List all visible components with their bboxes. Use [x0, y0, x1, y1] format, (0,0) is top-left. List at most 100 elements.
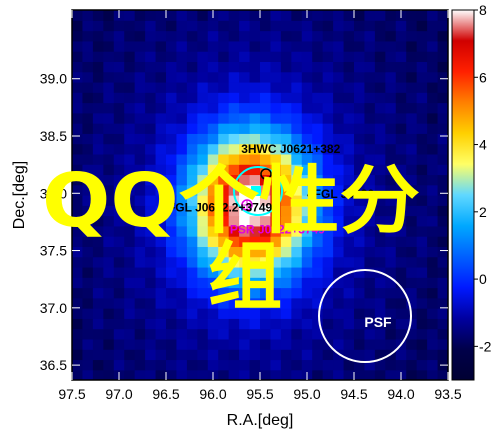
heatmap-cell: [333, 266, 345, 278]
heatmap-cell: [186, 51, 198, 62]
x-tick-label: 95.0: [293, 386, 320, 402]
heatmap-cell: [364, 236, 376, 247]
heatmap-cell: [364, 51, 376, 62]
heatmap-cell: [343, 318, 355, 330]
heatmap-cell: [92, 81, 104, 93]
heatmap-cell: [218, 20, 230, 32]
heatmap-cell: [197, 318, 209, 330]
heatmap-cell: [354, 20, 366, 32]
heatmap-cell: [218, 266, 230, 278]
heatmap-cell: [155, 143, 167, 155]
heatmap-cell: [354, 369, 366, 380]
heatmap-cell: [374, 123, 386, 134]
heatmap-cell: [186, 328, 198, 340]
heatmap-cell: [134, 225, 146, 237]
heatmap-cell: [312, 153, 324, 165]
heatmap-cell: [145, 338, 157, 350]
heatmap-cell: [92, 215, 104, 227]
heatmap-cell: [374, 318, 386, 330]
heatmap-cell: [207, 277, 219, 289]
heatmap-cell: [437, 215, 448, 227]
heatmap-cell: [72, 277, 84, 289]
heatmap-cell: [249, 369, 261, 380]
heatmap-cell: [291, 215, 303, 227]
heatmap-cell: [124, 359, 136, 371]
heatmap-cell: [166, 318, 178, 330]
heatmap-cell: [427, 20, 439, 32]
heatmap-cell: [92, 328, 104, 340]
colorbar: -2 0 2 4 6 8: [451, 2, 492, 381]
heatmap-cell: [249, 359, 261, 371]
heatmap-cell: [312, 143, 324, 155]
heatmap-cell: [301, 205, 313, 217]
heatmap-cell: [322, 61, 334, 73]
heatmap-cell: [155, 184, 167, 196]
heatmap-cell: [124, 164, 136, 176]
colorbar-tick-label: 8: [479, 2, 487, 18]
heatmap-cell: [374, 164, 386, 176]
heatmap-cell: [197, 195, 209, 206]
heatmap-cell: [343, 225, 355, 237]
heatmap-cell: [145, 20, 157, 32]
heatmap-cell: [260, 51, 272, 62]
heatmap-cell: [291, 225, 303, 237]
heatmap-cell: [103, 246, 115, 258]
heatmap-cell: [218, 225, 230, 237]
heatmap-cell: [176, 71, 188, 83]
heatmap-cell: [134, 328, 146, 340]
heatmap-cell: [427, 61, 439, 73]
heatmap-cell: [280, 236, 292, 247]
heatmap-cell: [72, 133, 84, 145]
annotation-labels: 3HWC J0621+382 4FGL J0620. 4FGL J0622.2+37…: [161, 142, 377, 236]
heatmap-cell: [207, 133, 219, 145]
heatmap-cell: [364, 40, 376, 52]
heatmap-cell: [103, 338, 115, 350]
heatmap-cell: [239, 297, 251, 309]
heatmap-cell: [92, 143, 104, 155]
heatmap-cell: [427, 318, 439, 330]
heatmap-cell: [124, 256, 136, 268]
heatmap-cell: [291, 81, 303, 93]
heatmap-cell: [354, 246, 366, 258]
heatmap-cell: [134, 256, 146, 268]
heatmap-cell: [92, 297, 104, 309]
heatmap-cell: [312, 123, 324, 134]
heatmap-cell: [249, 349, 261, 361]
heatmap-cell: [291, 266, 303, 278]
heatmap-cell: [322, 153, 334, 165]
heatmap-cell: [333, 71, 345, 83]
heatmap-cell: [197, 133, 209, 145]
heatmap-cell: [134, 205, 146, 217]
heatmap-cell: [416, 51, 428, 62]
heatmap-cell: [72, 123, 84, 134]
heatmap-cell: [82, 112, 94, 124]
heatmap-cell: [416, 92, 428, 104]
heatmap-cell: [72, 256, 84, 268]
heatmap-cell: [103, 10, 115, 21]
heatmap-cell: [103, 215, 115, 227]
heatmap-cell: [218, 287, 230, 299]
heatmap-cell: [124, 102, 136, 114]
heatmap-cell: [427, 92, 439, 104]
colorbar-tick-label: 6: [479, 69, 487, 85]
heatmap-cell: [207, 215, 219, 227]
heatmap-cell: [239, 112, 251, 124]
heatmap-cell: [291, 164, 303, 176]
heatmap-cell: [374, 51, 386, 62]
heatmap-cell: [186, 30, 198, 42]
heatmap-cell: [82, 236, 94, 247]
heatmap-cell: [280, 92, 292, 104]
heatmap-cell: [354, 112, 366, 124]
heatmap-cell: [406, 297, 418, 309]
heatmap-cell: [374, 102, 386, 114]
heatmap-cell: [186, 143, 198, 155]
heatmap-cell: [197, 338, 209, 350]
heatmap-cell: [427, 338, 439, 350]
heatmap-cell: [134, 308, 146, 319]
heatmap-cell: [218, 308, 230, 319]
heatmap-cell: [228, 215, 240, 227]
heatmap-cell: [72, 328, 84, 340]
heatmap-cell: [155, 71, 167, 83]
heatmap-cell: [437, 112, 448, 124]
heatmap-cell: [124, 30, 136, 42]
